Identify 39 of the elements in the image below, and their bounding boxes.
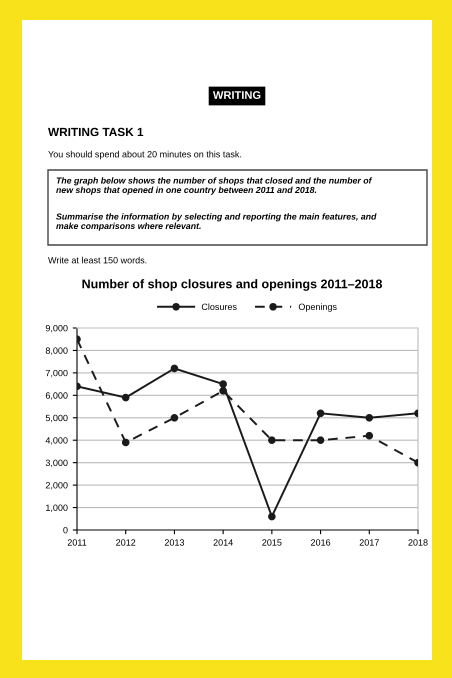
x-tick-label: 2013 — [164, 539, 184, 546]
x-tick-label: 2016 — [310, 539, 330, 546]
y-tick-label: 5,000 — [46, 414, 68, 422]
x-tick-label: 2017 — [360, 539, 379, 546]
y-tick-label: 7,000 — [46, 370, 68, 378]
x-tick-label: 2012 — [116, 539, 136, 546]
y-tick-label: 3,000 — [46, 460, 68, 468]
point — [122, 438, 130, 446]
point — [268, 436, 276, 444]
y-tick-label: 1,000 — [46, 504, 68, 512]
chart-title: Number of shop closures and openings 2011–2018 — [82, 279, 382, 291]
point — [122, 394, 130, 402]
legend-label: Closures — [202, 303, 237, 310]
text: Write at least 150 words. — [48, 256, 146, 264]
y-tick-label: 2,000 — [46, 482, 68, 490]
point — [170, 364, 178, 372]
text: WRITING TASK 1 — [48, 128, 144, 136]
y-tick-label: 0 — [63, 526, 68, 534]
y-tick-label: 4,000 — [46, 437, 68, 445]
x-tick-label: 2015 — [262, 539, 282, 546]
point — [365, 432, 374, 440]
point — [219, 380, 227, 388]
point — [268, 512, 276, 520]
y-tick-label: 9,000 — [46, 324, 68, 332]
point — [170, 414, 178, 422]
text: Summarise the information by selecting and reporting the main features, and make comparisons where relevant. — [56, 213, 377, 231]
text: You should spend about 20 minutes on this task. — [48, 150, 242, 160]
text: The graph below shows the number of shops that closed and the number of new shops that opened in one country between 2011 and 2018. — [56, 177, 372, 195]
text: WRITING — [212, 91, 260, 99]
legend-label: Openings — [298, 303, 337, 312]
point — [316, 409, 324, 418]
y-tick-label: 8,000 — [46, 347, 68, 355]
point — [219, 387, 227, 395]
x-tick-label: 2014 — [214, 539, 233, 546]
x-tick-label: 2018 — [408, 539, 428, 546]
x-tick-label: 2011 — [68, 539, 86, 546]
point — [316, 436, 324, 444]
y-tick-label: 6,000 — [46, 392, 68, 400]
point — [365, 414, 374, 422]
